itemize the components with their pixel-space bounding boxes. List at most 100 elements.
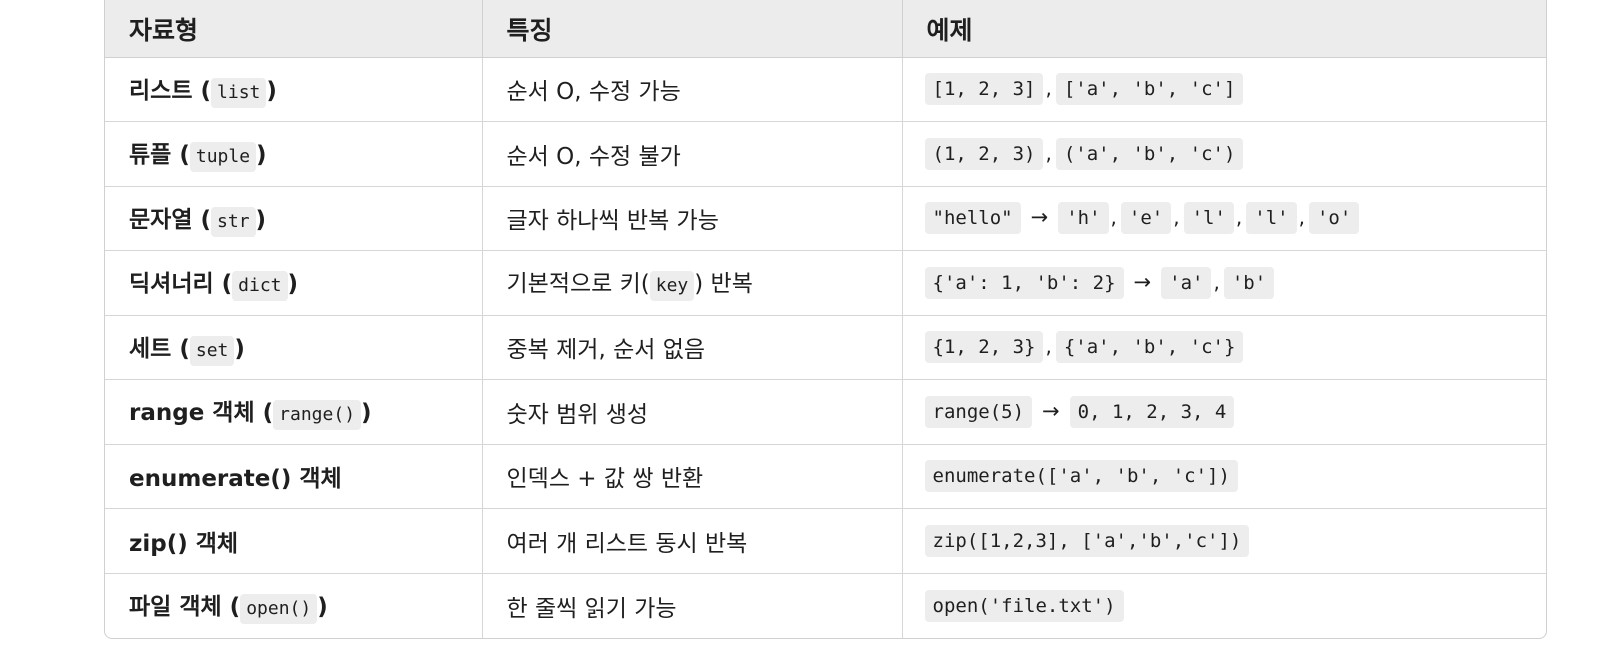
- type-cell: zip() 객체: [105, 508, 483, 574]
- close-paren: ): [255, 206, 267, 233]
- example-cell: open('file.txt'): [902, 573, 1546, 638]
- close-paren: ): [287, 271, 299, 298]
- type-name: enumerate() 객체: [129, 466, 342, 493]
- close-paren: ): [234, 335, 245, 362]
- example-cell: {1, 2, 3}, {'a', 'b', 'c'}: [902, 315, 1546, 380]
- type-code: open(): [240, 594, 318, 624]
- header-type: 자료형: [105, 0, 483, 58]
- comma: ,: [1213, 269, 1220, 294]
- example-cell: {'a': 1, 'b': 2} → 'a','b': [902, 250, 1546, 316]
- feature-cell: 순서 O, 수정 가능: [482, 57, 903, 122]
- close-paren: ): [256, 142, 267, 169]
- iterable-types-table: 자료형 특징 예제 리스트 (list) 순서 O, 수정 가능 [1, 2, …: [105, 0, 1546, 638]
- type-cell: 튜플 (tuple): [105, 121, 483, 187]
- type-code: str: [211, 206, 256, 237]
- comma: ,: [1235, 205, 1243, 230]
- comma: ,: [1045, 334, 1052, 359]
- example-cell: "hello" →'h','e','l','l','o': [902, 186, 1546, 251]
- table-row: 튜플 (tuple) 순서 O, 수정 불가 (1, 2, 3), ('a', '…: [105, 121, 1546, 187]
- type-code: tuple: [189, 142, 257, 173]
- arrow: →: [1133, 269, 1152, 294]
- data-types-table: 자료형 특징 예제 리스트 (list) 순서 O, 수정 가능 [1, 2, …: [104, 0, 1547, 639]
- example-code: zip([1,2,3], ['a','b','c']): [924, 524, 1250, 557]
- type-cell: range 객체 (range()): [105, 379, 483, 445]
- table-row: range 객체 (range()) 숫자 범위 생성 range(5) → 0, …: [105, 379, 1546, 445]
- example-code: {'a': 1, 'b': 2}: [924, 266, 1124, 299]
- type-name: 튜플: [129, 142, 172, 169]
- table-row: 파일 객체 (open()) 한 줄씩 읽기 가능 open('file.txt…: [105, 573, 1546, 638]
- example-code: 0, 1, 2, 3, 4: [1069, 395, 1235, 428]
- type-cell: 문자열 (str): [105, 186, 483, 251]
- example-code: 'a': [1161, 266, 1212, 299]
- type-name: 딕셔너리: [129, 271, 214, 298]
- example-code: ['a', 'b', 'c']: [1055, 73, 1244, 106]
- feature-text: 기본적으로 키(: [506, 271, 650, 298]
- table-row: zip() 객체 여러 개 리스트 동시 반복 zip([1,2,3], ['a…: [105, 508, 1546, 574]
- table-header-row: 자료형 특징 예제: [105, 0, 1546, 58]
- comma: ,: [1173, 205, 1180, 230]
- open-paren: (: [179, 142, 190, 169]
- feature-cell: 중복 제거, 순서 없음: [482, 315, 903, 380]
- example-cell: (1, 2, 3), ('a', 'b', 'c'): [902, 121, 1546, 187]
- type-cell: 세트 (set): [105, 315, 483, 380]
- table-row: enumerate() 객체 인덱스 + 값 쌍 반환 enumerate(['…: [105, 444, 1546, 509]
- type-cell: 리스트 (list): [105, 57, 483, 122]
- example-code: {'a', 'b', 'c'}: [1055, 331, 1244, 364]
- example-code: range(5): [924, 395, 1033, 428]
- type-name: 문자열: [129, 206, 193, 233]
- open-paren: (: [200, 77, 212, 104]
- table-row: 리스트 (list) 순서 O, 수정 가능 [1, 2, 3], ['a', '…: [105, 57, 1546, 122]
- type-code: list: [211, 77, 267, 108]
- open-paren: (: [179, 335, 190, 362]
- type-cell: 딕셔너리 (dict): [105, 250, 483, 316]
- example-code: 'o': [1308, 202, 1360, 235]
- example-code: ('a', 'b', 'c'): [1055, 137, 1244, 170]
- feature-cell: 한 줄씩 읽기 가능: [482, 573, 903, 638]
- example-code: enumerate(['a', 'b', 'c']): [924, 460, 1238, 493]
- type-name: range 객체: [129, 400, 255, 427]
- example-code: 'e': [1120, 202, 1172, 235]
- example-code: 'h': [1058, 202, 1109, 235]
- table-row: 세트 (set) 중복 제거, 순서 없음 {1, 2, 3}, {'a', 'b…: [105, 315, 1546, 380]
- example-code: (1, 2, 3): [924, 137, 1044, 170]
- feature-cell: 글자 하나씩 반복 가능: [482, 186, 903, 251]
- type-name: 세트: [129, 335, 172, 362]
- example-cell: [1, 2, 3], ['a', 'b', 'c']: [902, 57, 1546, 122]
- comma: ,: [1045, 76, 1052, 101]
- type-name: zip() 객체: [129, 530, 239, 557]
- feature-code: key: [649, 271, 695, 302]
- header-feature: 특징: [482, 0, 903, 58]
- example-code: {1, 2, 3}: [924, 331, 1044, 364]
- type-code: set: [189, 335, 235, 366]
- feature-cell: 숫자 범위 생성: [482, 379, 903, 445]
- open-paren: (: [221, 271, 233, 298]
- example-cell: enumerate(['a', 'b', 'c']): [902, 444, 1546, 509]
- example-code: 'b': [1223, 266, 1275, 299]
- example-code: "hello": [924, 202, 1021, 235]
- comma: ,: [1045, 140, 1052, 165]
- feature-cell: 여러 개 리스트 동시 반복: [482, 508, 903, 574]
- example-code: open('file.txt'): [924, 589, 1124, 622]
- table-row: 문자열 (str) 글자 하나씩 반복 가능 "hello" →'h','e', '…: [105, 186, 1546, 251]
- open-paren: (: [229, 594, 241, 620]
- arrow: →: [1042, 398, 1060, 423]
- open-paren: (: [200, 206, 212, 233]
- type-cell: 파일 객체 (open()): [105, 573, 483, 638]
- feature-cell: 인덱스 + 값 쌍 반환: [482, 444, 903, 509]
- type-code: range(): [273, 400, 362, 431]
- type-cell: enumerate() 객체: [105, 444, 483, 509]
- comma: ,: [1298, 205, 1305, 230]
- comma: ,: [1110, 205, 1117, 230]
- type-code: dict: [232, 271, 288, 302]
- close-paren: ): [317, 594, 328, 620]
- example-code: 'l': [1246, 202, 1297, 235]
- open-paren: (: [262, 400, 274, 427]
- header-example: 예제: [902, 0, 1546, 58]
- type-name: 리스트: [129, 77, 193, 104]
- example-code: [1, 2, 3]: [924, 73, 1044, 106]
- arrow: →: [1030, 205, 1049, 230]
- feature-cell: 기본적으로 키(key) 반복: [482, 250, 903, 316]
- table-row: 딕셔너리 (dict) 기본적으로 키(key) 반복 {'a': 1, 'b'…: [105, 250, 1546, 316]
- feature-cell: 순서 O, 수정 불가: [482, 121, 903, 187]
- close-paren: ): [266, 77, 277, 104]
